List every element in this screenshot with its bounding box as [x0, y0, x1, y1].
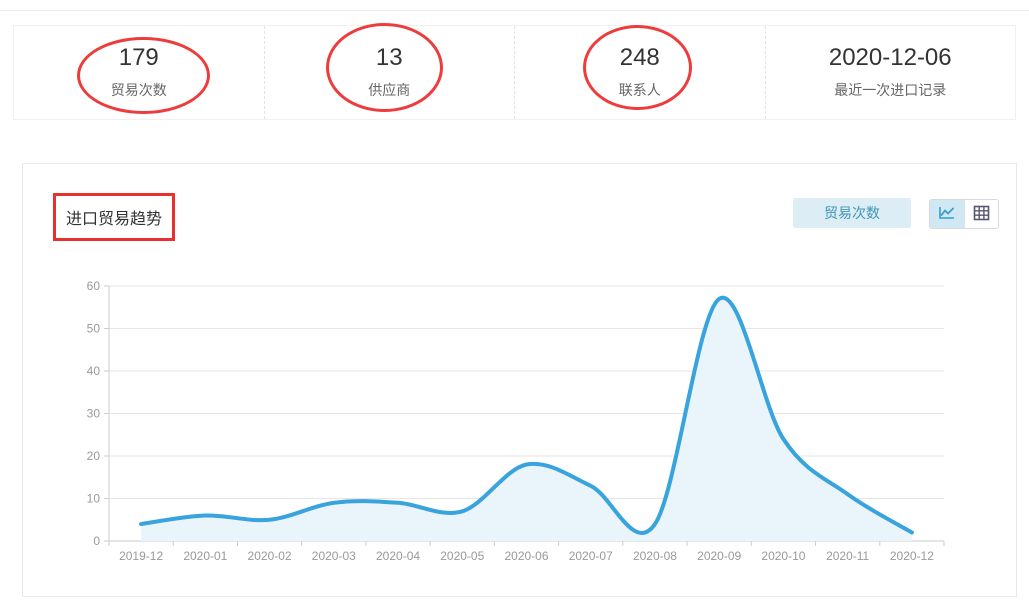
stat-suppliers: 13 供应商	[263, 26, 515, 119]
stat-last-import-date: 2020-12-06 最近一次进口记录	[764, 26, 1016, 119]
import-trend-card: 进口贸易趋势 贸易次数	[22, 163, 1017, 597]
stat-trade-count: 179 贸易次数	[14, 26, 264, 119]
svg-text:2020-12: 2020-12	[890, 549, 934, 563]
stat-label: 供应商	[368, 82, 411, 99]
svg-text:2020-04: 2020-04	[376, 549, 420, 563]
import-trend-line-chart[interactable]: 0 10 20 30 40 50 60 2019-12 2020-01 2020-02 2020-0…	[61, 273, 981, 573]
stat-value: 179	[118, 43, 159, 71]
chart-title: 进口贸易趋势	[65, 211, 162, 228]
table-view-toggle-button[interactable]	[963, 200, 998, 228]
svg-text:2019-12: 2019-12	[119, 549, 163, 563]
chart-view-toggle	[929, 199, 999, 229]
top-divider	[0, 10, 1029, 11]
stats-card: 179 贸易次数 13 供应商 248 联系人 2020-12-06 最近一次进…	[13, 25, 1016, 120]
line-view-toggle-button[interactable]	[930, 200, 964, 228]
svg-text:2020-10: 2020-10	[761, 549, 805, 563]
svg-text:2020-08: 2020-08	[633, 549, 677, 563]
svg-text:2020-11: 2020-11	[826, 549, 869, 563]
svg-text:2020-02: 2020-02	[248, 549, 292, 563]
line-chart-icon	[938, 205, 956, 224]
stat-label: 最近一次进口记录	[834, 82, 947, 99]
table-icon	[973, 205, 990, 224]
stat-contacts: 248 联系人	[514, 26, 765, 119]
stat-value: 13	[375, 43, 403, 71]
svg-text:10: 10	[87, 492, 101, 506]
svg-text:2020-06: 2020-06	[504, 549, 548, 563]
svg-text:2020-07: 2020-07	[569, 549, 613, 563]
svg-text:2020-05: 2020-05	[440, 549, 484, 563]
stat-label: 贸易次数	[110, 82, 167, 99]
stat-value: 248	[619, 43, 660, 71]
svg-text:2020-09: 2020-09	[697, 549, 741, 563]
stat-label: 联系人	[618, 82, 661, 99]
svg-text:2020-03: 2020-03	[312, 549, 356, 563]
svg-text:30: 30	[87, 407, 101, 421]
svg-text:60: 60	[87, 279, 101, 293]
series-filter-button[interactable]: 贸易次数	[793, 198, 911, 228]
svg-text:40: 40	[87, 364, 101, 378]
stat-value: 2020-12-06	[828, 43, 952, 71]
svg-text:0: 0	[93, 534, 100, 548]
svg-text:50: 50	[87, 322, 101, 336]
svg-text:2020-01: 2020-01	[183, 549, 227, 563]
annotation-box-title: 进口贸易趋势	[53, 193, 175, 241]
svg-text:20: 20	[87, 449, 101, 463]
